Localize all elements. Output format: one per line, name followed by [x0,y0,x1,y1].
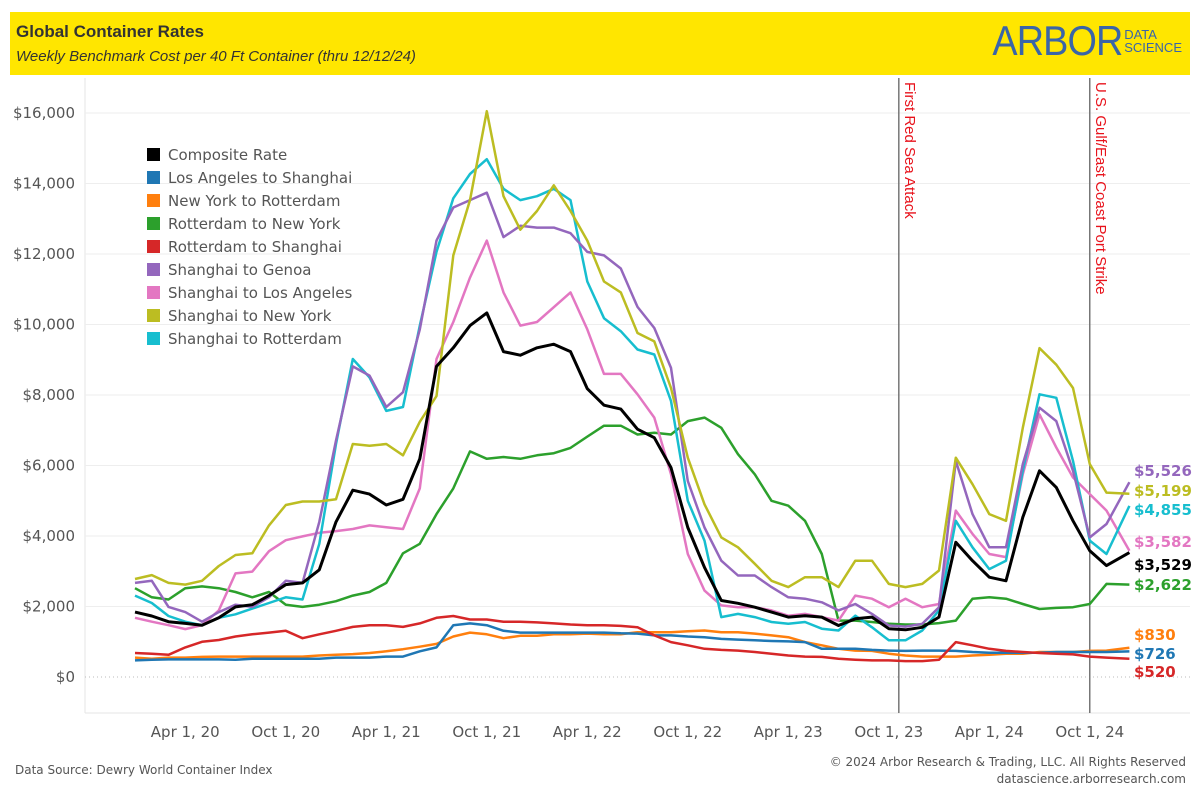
x-tick-label: Apr 1, 24 [955,723,1024,741]
copyright: © 2024 Arbor Research & Trading, LLC. Al… [829,755,1186,769]
y-tick-label: $8,000 [23,386,76,404]
legend-item[interactable]: Rotterdam to Shanghai [147,235,352,258]
data-source: Data Source: Dewry World Container Index [15,763,273,777]
end-value-label: $2,622 [1134,576,1192,594]
x-tick-label: Apr 1, 21 [352,723,421,741]
y-tick-label: $14,000 [13,175,75,193]
legend-label: Rotterdam to Shanghai [168,237,342,256]
event-label: First Red Sea Attack [901,82,918,219]
legend-swatch [147,148,160,161]
legend-item[interactable]: Shanghai to Los Angeles [147,281,352,304]
series-line-los-angeles-to-shanghai [134,622,1130,662]
website-link[interactable]: datascience.arborresearch.com [996,772,1186,786]
x-tick-label: Apr 1, 22 [553,723,622,741]
legend-swatch [147,263,160,276]
logo-main-text: ARBOR [992,17,1123,64]
chart-subtitle: Weekly Benchmark Cost per 40 Ft Containe… [16,48,416,65]
y-tick-label: $0 [56,668,75,686]
end-value-label: $4,855 [1134,501,1192,519]
event-label: U.S. Gulf/East Coast Port Strike [1092,82,1109,295]
y-tick-label: $4,000 [23,527,76,545]
x-tick-label: Apr 1, 20 [151,723,220,741]
end-value-label: $830 [1134,626,1176,644]
y-tick-label: $16,000 [13,104,75,122]
legend-label: Shanghai to New York [168,306,332,325]
legend-swatch [147,286,160,299]
legend-label: Rotterdam to New York [168,214,341,233]
legend-swatch [147,171,160,184]
x-tick-label: Oct 1, 21 [452,723,521,741]
y-tick-label: $10,000 [13,316,75,334]
x-tick-label: Oct 1, 22 [653,723,722,741]
end-value-label: $5,526 [1134,462,1192,480]
x-tick-label: Oct 1, 20 [251,723,320,741]
legend-label: New York to Rotterdam [168,191,341,210]
y-tick-label: $12,000 [13,245,75,263]
x-tick-label: Oct 1, 23 [854,723,923,741]
end-value-label: $3,529 [1134,556,1192,574]
legend-item[interactable]: Shanghai to Rotterdam [147,327,352,350]
series-line-composite-rate [134,311,1131,632]
series-line-rotterdam-to-new-york [134,416,1130,626]
footer-credits: © 2024 Arbor Research & Trading, LLC. Al… [830,754,1186,788]
y-tick-label: $6,000 [23,457,76,475]
legend: Composite Rate Los Angeles to Shanghai New… [147,143,352,350]
legend-swatch [147,332,160,345]
legend-item[interactable]: New York to Rotterdam [147,189,352,212]
end-value-label: $5,199 [1134,482,1192,500]
legend-item[interactable]: Los Angeles to Shanghai [147,166,352,189]
legend-item[interactable]: Rotterdam to New York [147,212,352,235]
series-line-shanghai-to-new-york [134,109,1130,589]
y-tick-label: $2,000 [23,598,76,616]
legend-swatch [147,240,160,253]
chart-title: Global Container Rates [16,22,204,41]
logo-sub-text: DATA SCIENCE [1124,27,1182,55]
legend-item[interactable]: Shanghai to Genoa [147,258,352,281]
arbor-logo: ARBOR DATA SCIENCE [978,18,1182,64]
header-banner: Global Container Rates Weekly Benchmark … [10,12,1190,75]
legend-label: Composite Rate [168,145,288,164]
legend-label: Shanghai to Genoa [168,260,312,279]
series-line-shanghai-to-los-angeles [134,239,1131,631]
series-line-shanghai-to-rotterdam [134,157,1131,642]
end-value-label: $3,582 [1134,533,1192,551]
series-line-rotterdam-to-shanghai [134,614,1130,663]
end-value-label: $520 [1134,663,1176,681]
end-value-label: $726 [1134,645,1176,663]
legend-item[interactable]: Composite Rate [147,143,352,166]
legend-label: Shanghai to Rotterdam [168,329,342,348]
legend-label: Los Angeles to Shanghai [168,168,353,187]
legend-swatch [147,194,160,207]
legend-swatch [147,309,160,322]
x-tick-label: Oct 1, 24 [1055,723,1124,741]
legend-label: Shanghai to Los Angeles [168,283,353,302]
legend-swatch [147,217,160,230]
legend-item[interactable]: Shanghai to New York [147,304,352,327]
x-tick-label: Apr 1, 23 [754,723,823,741]
